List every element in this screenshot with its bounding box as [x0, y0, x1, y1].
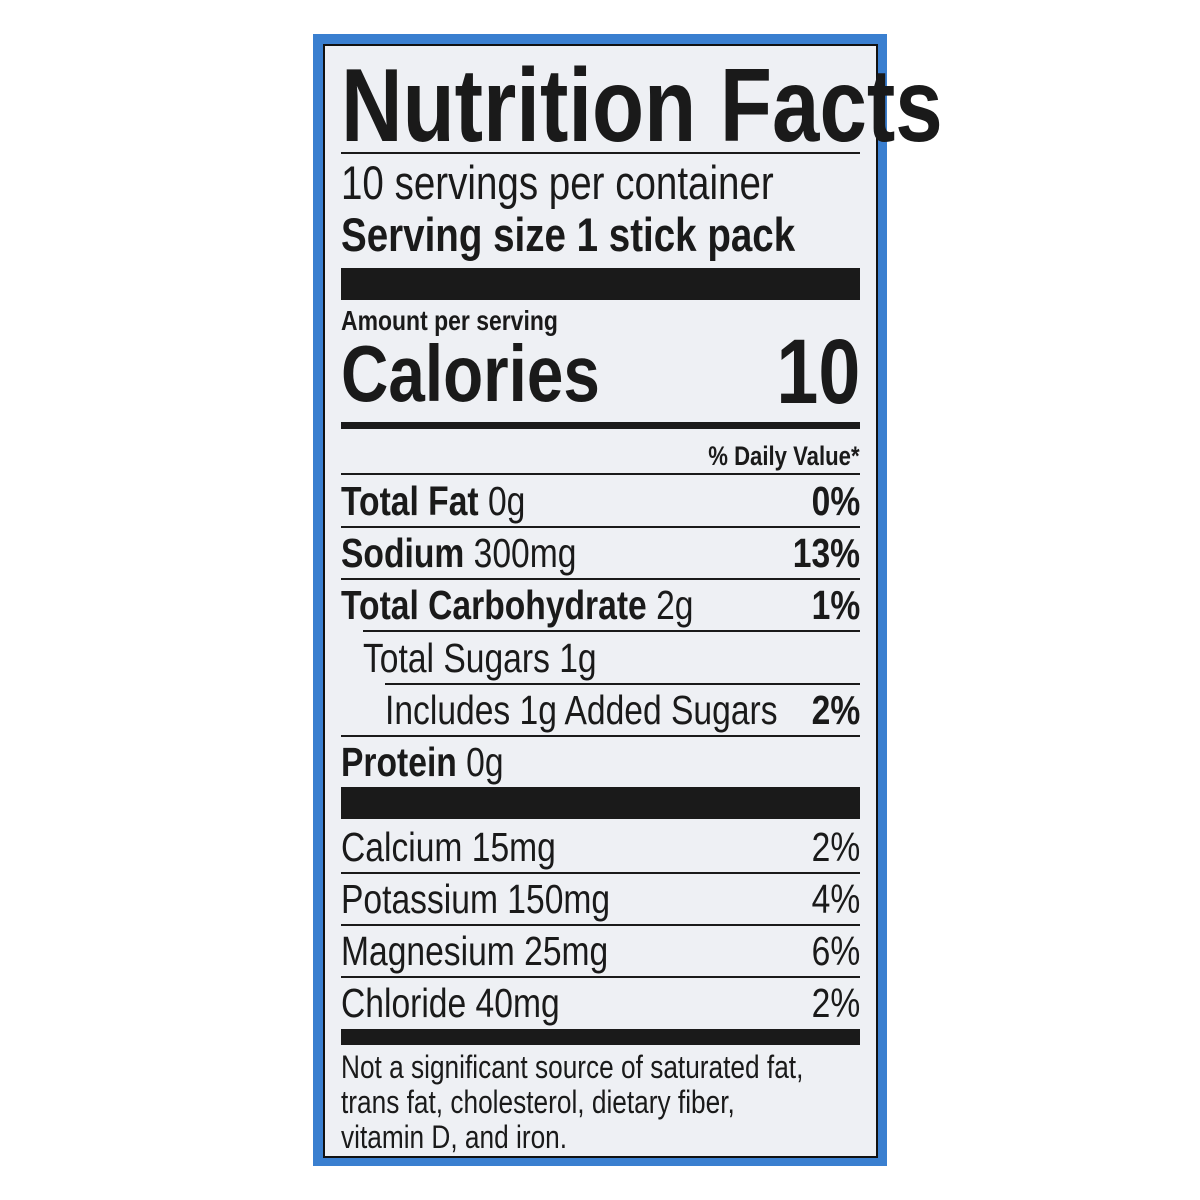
servings-per-container: 10 servings per container	[341, 156, 774, 209]
mineral-magnesium: Magnesium 25mg	[341, 928, 609, 974]
total-fat-dv: 0%	[811, 478, 860, 524]
medium-divider	[341, 422, 860, 429]
nutrient-protein: Protein 0g	[341, 739, 504, 785]
mineral-potassium: Potassium 150mg	[341, 876, 611, 922]
added-sugars-dv: 2%	[811, 687, 860, 733]
divider	[341, 924, 860, 926]
sodium-dv: 13%	[792, 530, 860, 576]
amount-per-serving: Amount per serving	[341, 305, 558, 336]
nutrition-facts-panel: Nutrition Facts 10 servings per containe…	[323, 44, 943, 1158]
serving-size-label: Serving size	[341, 208, 566, 261]
divider	[341, 976, 860, 978]
magnesium-dv: 6%	[811, 928, 860, 974]
serving-size: Serving size 1 stick pack	[341, 210, 795, 260]
calcium-dv: 2%	[811, 824, 860, 870]
calories-value: 10	[776, 321, 860, 423]
chloride-dv: 2%	[811, 980, 860, 1026]
thick-divider	[341, 1029, 860, 1045]
thick-divider	[341, 268, 860, 300]
divider	[341, 152, 860, 154]
divider	[385, 683, 860, 685]
total-carbohydrate-dv: 1%	[811, 582, 860, 628]
divider	[341, 473, 860, 475]
divider	[363, 630, 860, 632]
divider	[341, 735, 860, 737]
mineral-calcium: Calcium 15mg	[341, 824, 556, 870]
nutrient-total-sugars: Total Sugars 1g	[363, 635, 597, 681]
thick-divider	[341, 787, 860, 819]
calories-label: Calories	[341, 329, 600, 418]
potassium-dv: 4%	[811, 876, 860, 922]
divider	[341, 578, 860, 580]
nutrient-total-fat: Total Fat 0g	[341, 478, 526, 524]
nutrient-added-sugars: Includes 1g Added Sugars	[385, 687, 778, 733]
nutrient-total-carbohydrate: Total Carbohydrate 2g	[341, 582, 694, 628]
title: Nutrition Facts	[341, 48, 943, 164]
nutrient-sodium: Sodium 300mg	[341, 530, 577, 576]
divider	[341, 872, 860, 874]
serving-size-value: 1 stick pack	[576, 208, 796, 261]
mineral-chloride: Chloride 40mg	[341, 980, 560, 1026]
daily-value-header: % Daily Value*	[708, 441, 860, 471]
divider	[341, 526, 860, 528]
footnote: Not a significant source of saturated fa…	[341, 1049, 804, 1155]
